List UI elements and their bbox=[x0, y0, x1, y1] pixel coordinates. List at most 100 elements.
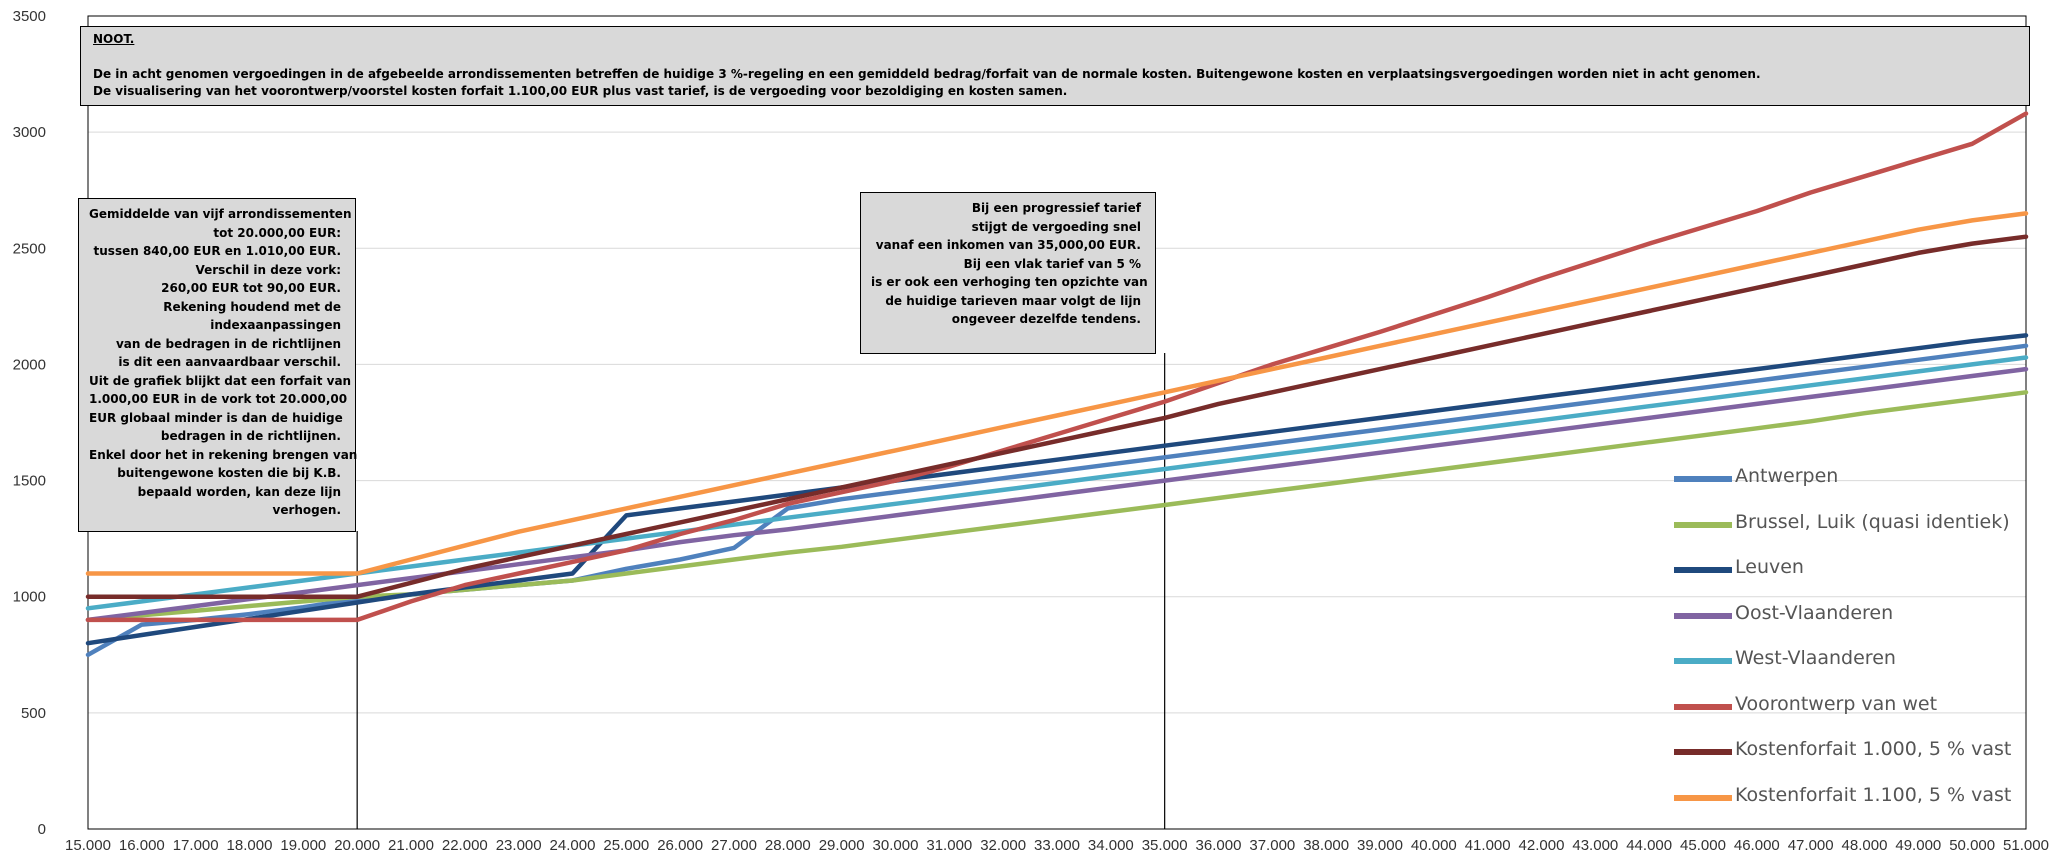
note-line: van de bedragen in de richtlijnen bbox=[115, 336, 341, 351]
x-tick-label: 49.000 bbox=[1895, 837, 1941, 854]
vertical-markers bbox=[356, 353, 1166, 829]
legend-item: West-Vlaanderen bbox=[1672, 637, 2032, 683]
x-tick-label: 21.000 bbox=[388, 837, 434, 854]
note-box-left: Gemiddelde van vijf arrondissementen tot… bbox=[78, 198, 358, 532]
legend-swatch bbox=[1674, 749, 1732, 755]
x-tick-label: 39.000 bbox=[1357, 837, 1403, 854]
x-tick-label: 18.000 bbox=[227, 837, 273, 854]
y-tick-label: 1000 bbox=[13, 589, 46, 606]
legend-item: Kostenforfait 1.000, 5 % vast bbox=[1672, 728, 2032, 774]
x-tick-label: 15.000 bbox=[65, 837, 111, 854]
legend-item: Brussel, Luik (quasi identiek) bbox=[1672, 501, 2032, 547]
legend-swatch bbox=[1674, 794, 1732, 801]
x-tick-label: 45.000 bbox=[1680, 837, 1726, 854]
note-line: Rekening houdend met de bbox=[163, 299, 341, 314]
x-tick-label: 33.000 bbox=[1034, 837, 1080, 854]
note-line: indexaanpassingen bbox=[210, 318, 341, 332]
legend-item: Oost-Vlaanderen bbox=[1672, 592, 2032, 638]
x-tick-label: 28.000 bbox=[765, 837, 811, 854]
legend-swatch bbox=[1674, 521, 1732, 528]
note-box-top: NOOT. De in acht genomen vergoedingen in… bbox=[80, 26, 2030, 106]
note-line: 1.000,00 EUR in de vork tot 20.000,00 bbox=[89, 392, 348, 406]
note-line: Verschil in deze vork: bbox=[195, 262, 341, 277]
x-tick-label: 40.000 bbox=[1411, 837, 1457, 854]
note-line: verhogen. bbox=[272, 503, 342, 517]
note-line: is dit een aanvaardbaar verschil. bbox=[118, 355, 341, 369]
legend-swatch bbox=[1674, 703, 1732, 710]
note-line: buitengewone kosten die bij K.B. bbox=[117, 466, 341, 480]
x-tick-label: 37.000 bbox=[1249, 837, 1295, 854]
x-tick-label: 42.000 bbox=[1519, 837, 1565, 854]
legend-swatch bbox=[1674, 658, 1732, 664]
note-line: bepaald worden, kan deze lijn bbox=[137, 484, 341, 499]
legend-label: Kostenforfait 1.000, 5 % vast bbox=[1735, 738, 2012, 760]
x-tick-label: 43.000 bbox=[1572, 837, 1618, 854]
note-line: Bij een vlak tarief van 5 % bbox=[963, 256, 1141, 271]
x-tick-label: 51.000 bbox=[2003, 837, 2049, 854]
legend-label: Antwerpen bbox=[1735, 465, 1839, 487]
series-line-leuven bbox=[85, 333, 2029, 646]
legend-label: Kostenforfait 1.100, 5 % vast bbox=[1735, 783, 2012, 806]
series-line-oost-vlaanderen bbox=[85, 366, 2029, 623]
x-tick-label: 44.000 bbox=[1626, 837, 1672, 854]
x-tick-label: 34.000 bbox=[1088, 837, 1134, 854]
y-axis-ticks: 0 500 1000 1500 2000 2500 3000 3500 bbox=[13, 8, 46, 838]
note-line: 260,00 EUR tot 90,00 EUR. bbox=[161, 281, 341, 295]
x-tick-label: 46.000 bbox=[1734, 837, 1780, 854]
note-line: De in acht genomen vergoedingen in de af… bbox=[93, 66, 1761, 81]
x-axis-ticks: 15.000 16.000 17.000 18.000 19.000 20.000 21.0… bbox=[65, 837, 2049, 854]
legend-item: Antwerpen bbox=[1672, 455, 2032, 501]
note-line: De visualisering van het voorontwerp/voo… bbox=[93, 84, 1068, 98]
series-line-voorontwerp-van-wet bbox=[85, 111, 2029, 623]
note-line: Enkel door het in rekening brengen van bbox=[89, 447, 358, 462]
legend-swatch bbox=[1674, 476, 1732, 482]
legend-item: Kostenforfait 1.100, 5 % vast bbox=[1672, 774, 2032, 820]
note-line: is er ook een verhoging ten opzichte van bbox=[871, 275, 1148, 289]
note-line: ongeveer dezelfde tendens. bbox=[951, 312, 1141, 326]
x-tick-label: 50.000 bbox=[1949, 837, 1995, 854]
note-line: vanaf een inkomen van 35,000,00 EUR. bbox=[875, 238, 1141, 252]
legend-swatch bbox=[1674, 612, 1732, 619]
y-tick-label: 0 bbox=[38, 821, 46, 838]
note-box-middle: Bij een progressief tarief stijgt de ver… bbox=[860, 192, 1156, 354]
legend-label: Oost-Vlaanderen bbox=[1735, 601, 1894, 624]
note-line: Bij een progressief tarief bbox=[971, 201, 1141, 215]
x-tick-label: 25.000 bbox=[603, 837, 649, 854]
x-tick-label: 27.000 bbox=[711, 837, 757, 854]
x-tick-label: 30.000 bbox=[873, 837, 919, 854]
x-tick-label: 16.000 bbox=[119, 837, 165, 854]
note-line: bedragen in de richtlijnen. bbox=[160, 429, 341, 443]
x-tick-label: 19.000 bbox=[280, 837, 326, 854]
note-line: de huidige tarieven maar volgt de lijn bbox=[885, 293, 1141, 308]
legend-label: West-Vlaanderen bbox=[1735, 647, 1896, 669]
x-tick-label: 26.000 bbox=[657, 837, 703, 854]
x-tick-label: 29.000 bbox=[819, 837, 865, 854]
y-tick-label: 1500 bbox=[13, 473, 46, 490]
x-tick-label: 32.000 bbox=[980, 837, 1026, 854]
note-line: stijgt de vergoeding snel bbox=[971, 219, 1141, 234]
legend: Antwerpen Brussel, Luik (quasi identiek) L… bbox=[1672, 455, 2032, 819]
x-tick-label: 47.000 bbox=[1788, 837, 1834, 854]
note-header: NOOT. bbox=[93, 32, 135, 46]
note-line: tussen 840,00 EUR en 1.010,00 EUR. bbox=[93, 244, 341, 258]
y-tick-label: 3500 bbox=[13, 8, 46, 25]
x-tick-label: 17.000 bbox=[173, 837, 219, 854]
series-line-kostenforfait-1-000-5-vast bbox=[85, 234, 2029, 599]
note-line: Uit de grafiek blijkt dat een forfait va… bbox=[89, 373, 352, 388]
x-tick-label: 20.000 bbox=[334, 837, 380, 854]
x-tick-label: 41.000 bbox=[1465, 837, 1511, 854]
legend-label: Voorontwerp van wet bbox=[1735, 692, 1938, 715]
x-tick-label: 23.000 bbox=[496, 837, 542, 854]
x-tick-label: 24.000 bbox=[550, 837, 596, 854]
legend-label: Brussel, Luik (quasi identiek) bbox=[1735, 510, 2010, 533]
legend-label: Leuven bbox=[1735, 556, 1804, 578]
x-tick-label: 35.000 bbox=[1142, 837, 1188, 854]
note-line: Gemiddelde van vijf arrondissementen bbox=[89, 207, 352, 221]
x-tick-label: 22.000 bbox=[442, 837, 488, 854]
legend-item: Voorontwerp van wet bbox=[1672, 683, 2032, 729]
x-tick-label: 38.000 bbox=[1303, 837, 1349, 854]
series-line-west-vlaanderen bbox=[85, 355, 2029, 611]
x-tick-label: 48.000 bbox=[1842, 837, 1888, 854]
note-line: tot 20.000,00 EUR: bbox=[213, 225, 341, 240]
